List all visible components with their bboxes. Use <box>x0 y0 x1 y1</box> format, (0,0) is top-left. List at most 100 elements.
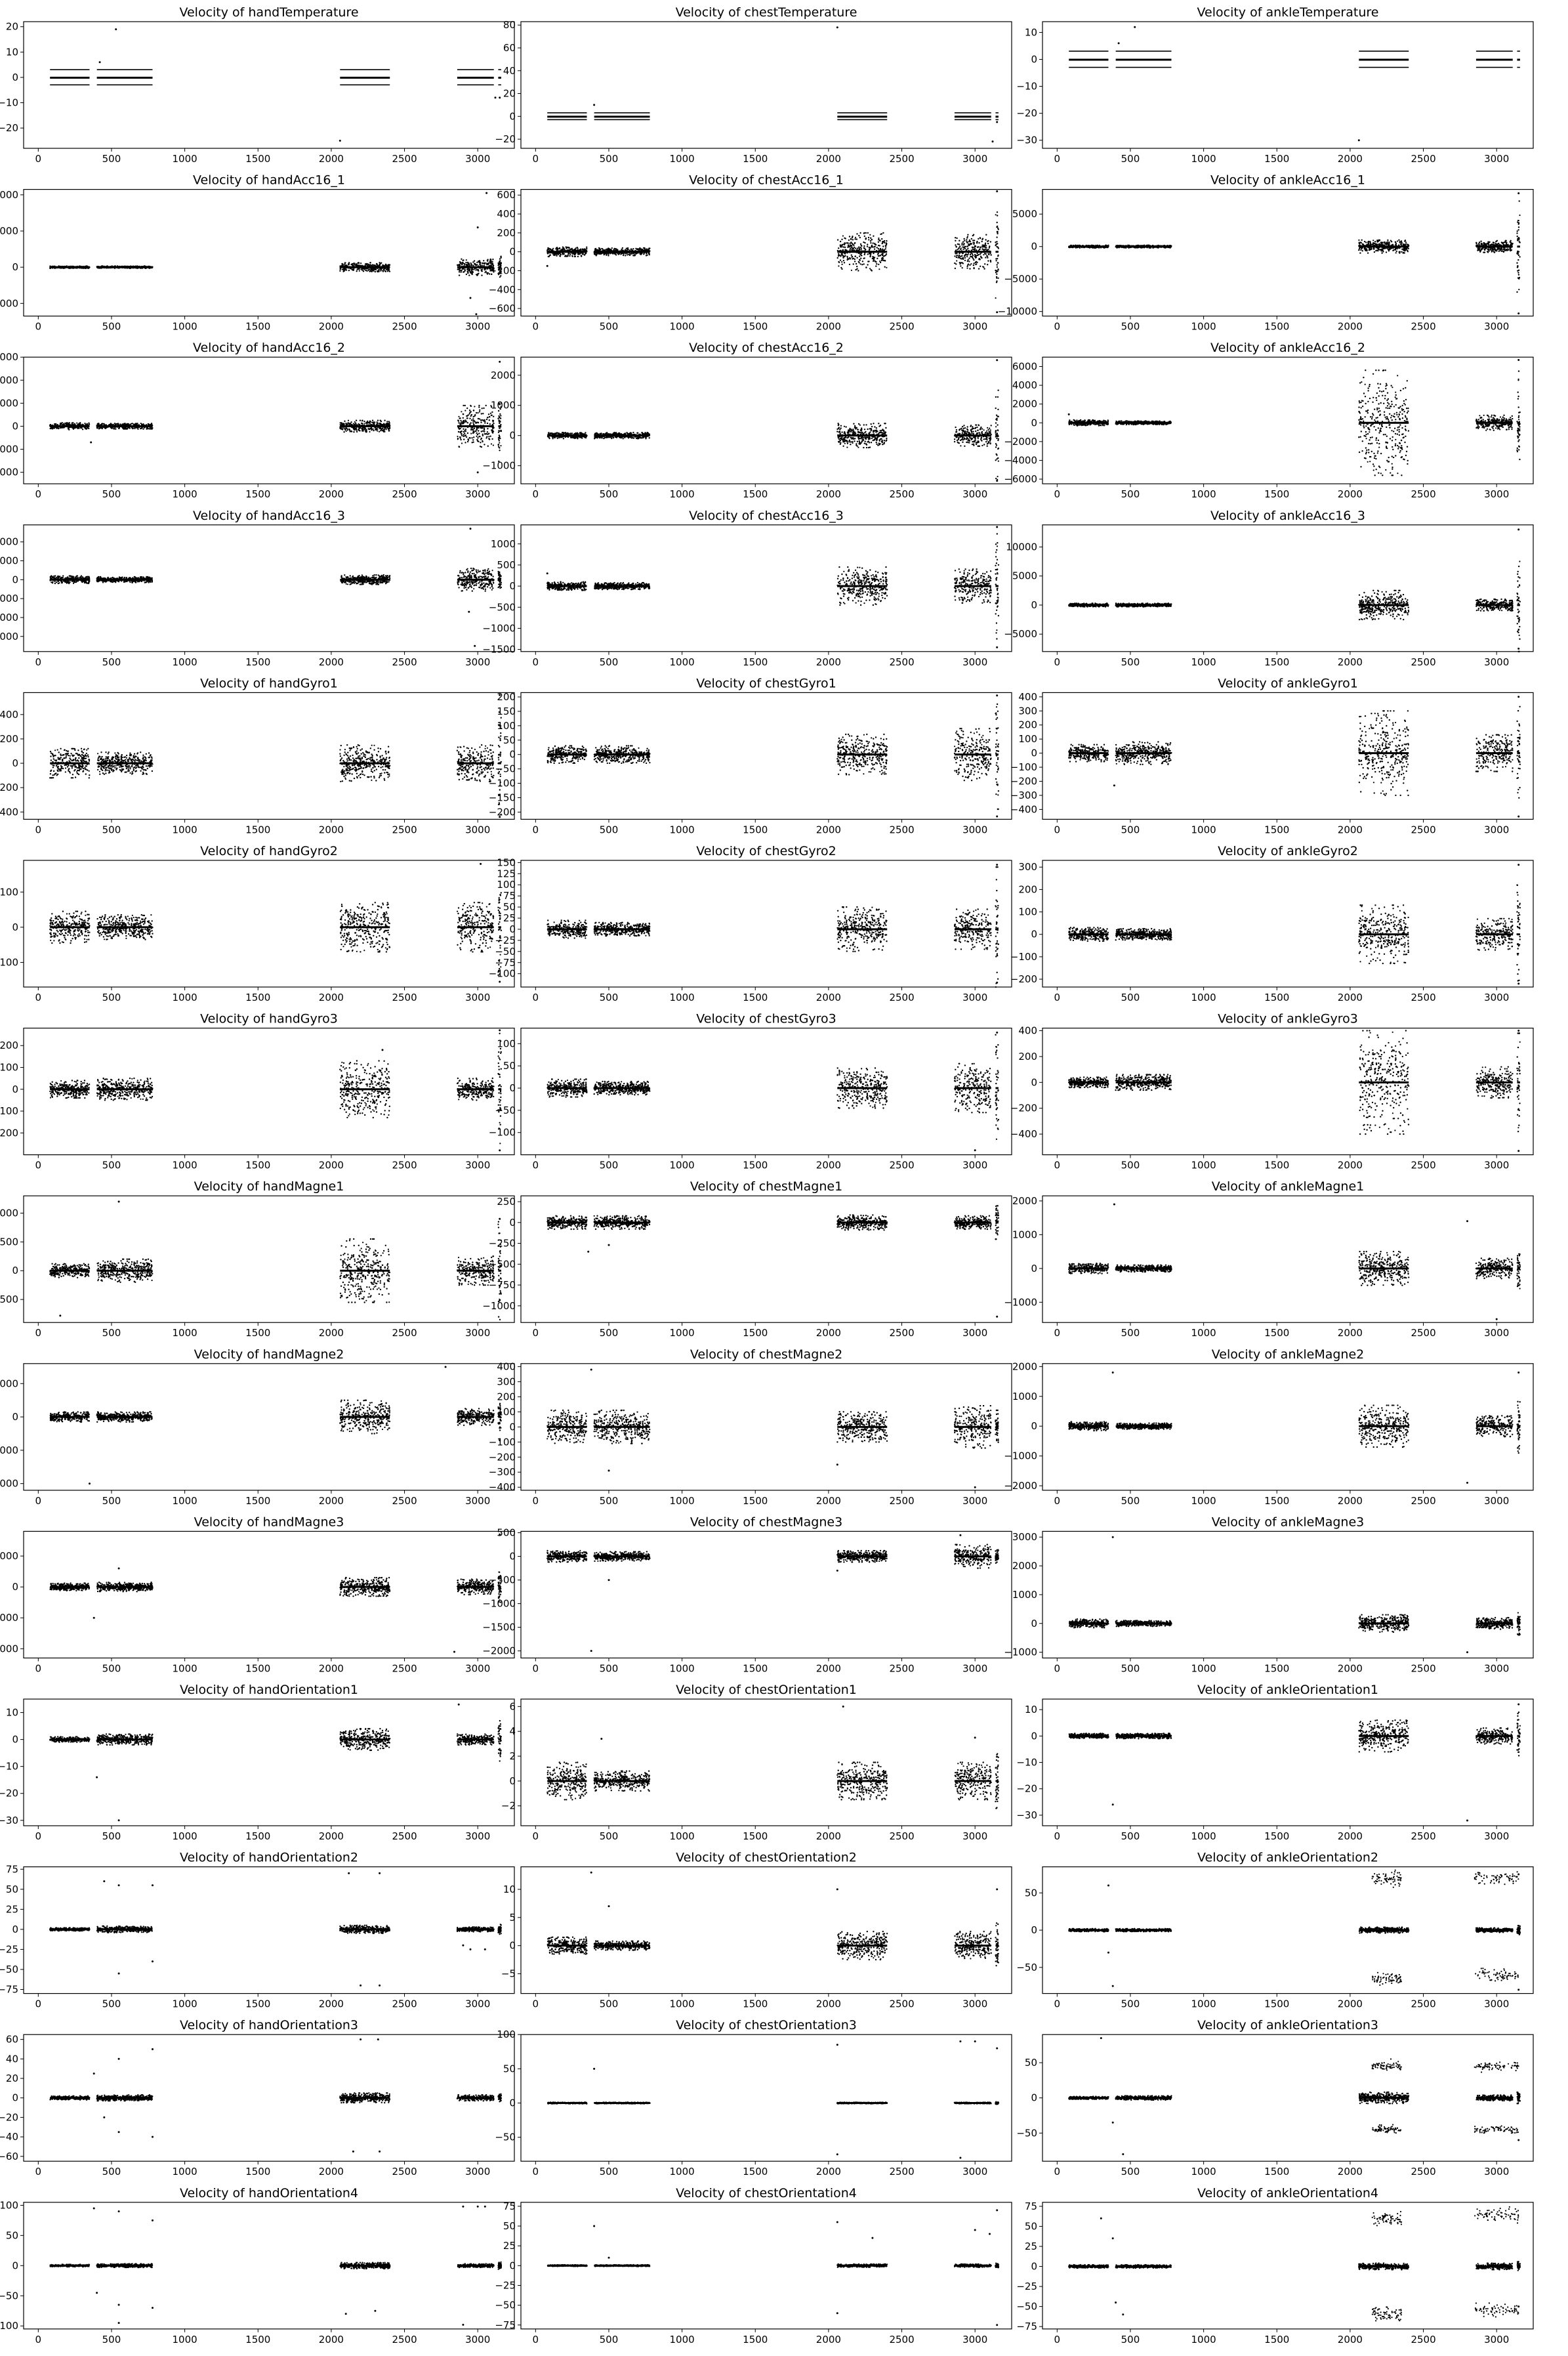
data-point <box>467 270 469 272</box>
data-point <box>842 235 844 237</box>
data-point <box>597 249 599 251</box>
data-point <box>357 264 360 266</box>
data-point <box>556 253 558 255</box>
data-point <box>964 253 967 255</box>
data-point <box>87 427 89 429</box>
data-point <box>123 427 125 429</box>
data-point <box>1380 249 1382 251</box>
data-point <box>1388 243 1390 245</box>
data-point <box>574 255 576 258</box>
data-point <box>127 267 129 269</box>
chart-title: Velocity of handAcc16_2 <box>193 341 345 355</box>
x-tick-label: 500 <box>600 321 619 333</box>
data-point <box>1493 248 1495 251</box>
data-point <box>85 428 87 430</box>
data-point <box>463 271 465 273</box>
data-point <box>1363 240 1366 243</box>
data-point <box>850 238 852 240</box>
data-point <box>878 239 880 241</box>
data-point <box>378 265 381 267</box>
data-point <box>478 272 480 274</box>
data-point <box>984 251 987 253</box>
data-point <box>980 265 981 267</box>
data-band <box>594 119 650 121</box>
data-point <box>136 423 138 425</box>
data-point <box>373 429 375 432</box>
data-point <box>877 247 880 250</box>
data-point <box>873 248 876 250</box>
data-point <box>128 426 130 428</box>
data-point <box>1357 139 1360 142</box>
data-point <box>972 257 974 260</box>
data-point <box>871 238 873 241</box>
data-point <box>1499 249 1501 251</box>
data-point <box>1069 247 1071 249</box>
y-tick-label: 0 <box>1031 53 1037 65</box>
data-point <box>576 251 578 253</box>
data-point <box>961 243 963 246</box>
data-point <box>838 253 840 255</box>
data-point <box>388 270 391 272</box>
data-point <box>53 266 55 268</box>
data-point <box>550 252 552 254</box>
data-point <box>637 252 639 254</box>
data-point <box>882 241 884 243</box>
data-point <box>973 267 975 269</box>
data-band <box>498 76 501 79</box>
data-band <box>1475 58 1513 61</box>
data-point <box>348 267 350 269</box>
data-point <box>60 422 62 424</box>
data-point <box>74 427 77 429</box>
data-point <box>597 252 599 254</box>
data-point <box>848 236 851 238</box>
data-point <box>52 267 54 269</box>
data-point <box>1407 251 1409 253</box>
data-point <box>60 267 62 269</box>
data-point <box>981 246 983 248</box>
data-point <box>480 270 483 272</box>
data-band <box>547 116 587 118</box>
data-point <box>1364 245 1367 247</box>
data-point <box>1375 247 1377 249</box>
data-point <box>346 266 348 268</box>
data-point <box>1385 251 1388 253</box>
x-tick-label: 3000 <box>1484 153 1509 165</box>
data-point <box>968 261 970 263</box>
data-point <box>882 253 884 255</box>
data-point <box>352 266 354 269</box>
data-point <box>621 247 624 249</box>
data-point <box>1496 243 1498 246</box>
data-point <box>848 239 850 242</box>
data-point <box>593 251 595 253</box>
data-point <box>974 257 977 259</box>
data-point <box>987 242 989 245</box>
data-point <box>639 247 641 249</box>
data-point <box>860 249 862 251</box>
data-point <box>1149 245 1151 247</box>
data-point <box>1381 242 1383 243</box>
data-point <box>1500 250 1502 252</box>
data-point <box>836 257 838 259</box>
data-point <box>564 249 566 251</box>
data-point <box>863 263 865 265</box>
data-point <box>886 240 888 242</box>
data-point <box>86 266 88 268</box>
data-point <box>557 253 559 255</box>
data-point <box>548 255 550 258</box>
data-point <box>1516 232 1518 234</box>
data-point <box>51 424 54 427</box>
data-point <box>387 266 389 268</box>
data-point <box>367 267 370 269</box>
data-point <box>102 423 104 425</box>
data-point <box>857 270 859 272</box>
data-point <box>68 427 71 429</box>
x-tick-label: 1500 <box>245 153 270 165</box>
data-point <box>547 253 549 255</box>
data-point <box>865 266 867 268</box>
data-point <box>365 267 367 269</box>
data-point <box>78 427 80 429</box>
data-point <box>872 260 875 262</box>
data-point <box>847 242 849 244</box>
data-point <box>842 257 844 259</box>
data-point <box>131 427 133 429</box>
